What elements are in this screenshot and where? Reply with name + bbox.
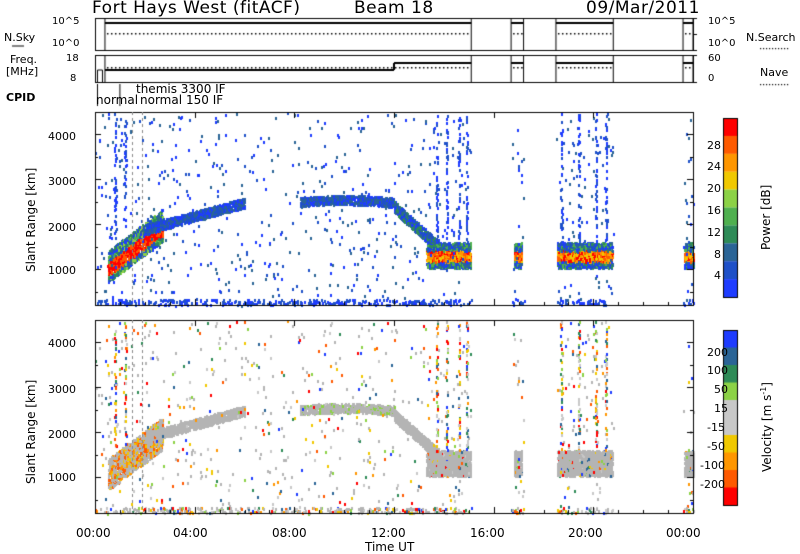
velocity-cbar-tick-100: 100	[707, 364, 728, 377]
velocity-cbar-label-end: ]	[760, 382, 774, 387]
velocity-ytick-3000: 3000	[48, 383, 76, 396]
velocity-ylabel: Slant Range [km]	[24, 379, 38, 484]
power-cbar-label: Power [dB]	[759, 184, 773, 250]
velocity-cbar-label-exponent: -1	[759, 386, 768, 395]
velocity-ytick-2000: 2000	[48, 428, 76, 441]
beam-title: Beam 18	[354, 0, 434, 18]
velocity-cbar-tick-m50: -50	[707, 440, 725, 453]
velocity-ytick-1000: 1000	[48, 471, 76, 484]
freq-label: Freq.	[10, 53, 38, 66]
power-ylabel: Slant Range [km]	[24, 167, 38, 272]
cpid-label: CPID	[6, 91, 36, 104]
nave-label: Nave	[760, 66, 789, 79]
velocity-cbar-tick-m15: -15	[707, 421, 725, 434]
power-cbar-tick-24: 24	[707, 160, 721, 173]
power-cbar-tick-28: 28	[707, 139, 721, 152]
power-ytick-3000: 3000	[48, 175, 76, 188]
velocity-ytick-4000: 4000	[48, 337, 76, 350]
nave-tick-low: 0	[708, 73, 715, 84]
nsearch-tick-low: 10^0	[708, 38, 736, 49]
nsky-tick-low: 10^0	[52, 38, 80, 49]
xtick-0800: 08:00	[272, 526, 307, 540]
velocity-cbar-tick-50: 50	[714, 383, 728, 396]
cpid-entry-themis: themis 3300 IF	[136, 82, 226, 96]
freq-tick-low: 8	[70, 73, 77, 84]
freq-unit-label: [MHz]	[6, 65, 39, 78]
velocity-cbar-tick-m200: -200	[700, 478, 725, 491]
xtick-1200: 12:00	[371, 526, 406, 540]
velocity-cbar-label-main: Velocity [m s	[760, 394, 774, 472]
power-ytick-4000: 4000	[48, 130, 76, 143]
power-cbar-tick-20: 20	[707, 182, 721, 195]
nave-tick-high: 60	[708, 53, 721, 64]
power-cbar-tick-8: 8	[714, 248, 721, 261]
xaxis-label: Time UT	[365, 540, 415, 554]
date-title: 09/Mar/2011	[586, 0, 700, 18]
velocity-cbar-tick-15: 15	[714, 402, 728, 415]
station-title: Fort Hays West (fitACF)	[92, 0, 301, 18]
nsky-label: N.Sky	[4, 31, 36, 44]
cpid-entry-normal-2: normal	[140, 93, 183, 107]
power-cbar-tick-12: 12	[707, 226, 721, 239]
cpid-entry-normal: normal	[96, 93, 139, 107]
power-cbar-tick-16: 16	[707, 204, 721, 217]
power-ytick-2000: 2000	[48, 221, 76, 234]
power-cbar-tick-4: 4	[714, 269, 721, 282]
velocity-cbar-label: Velocity [m s-1]	[759, 382, 774, 472]
xtick-2400: 00:00	[666, 526, 701, 540]
xtick-1600: 16:00	[470, 526, 505, 540]
velocity-cbar-tick-m100: -100	[700, 459, 725, 472]
nsearch-label: N.Search	[746, 31, 796, 44]
nsearch-tick-high: 10^5	[708, 16, 736, 27]
nsky-tick-high: 10^5	[52, 16, 80, 27]
cpid-entry-150if: 150 IF	[186, 93, 224, 107]
xtick-0000: 00:00	[76, 526, 111, 540]
freq-tick-high: 18	[66, 53, 79, 64]
power-ytick-1000: 1000	[48, 264, 76, 277]
xtick-2000: 20:00	[568, 526, 603, 540]
velocity-cbar-tick-200: 200	[707, 346, 728, 359]
xtick-0400: 04:00	[173, 526, 208, 540]
